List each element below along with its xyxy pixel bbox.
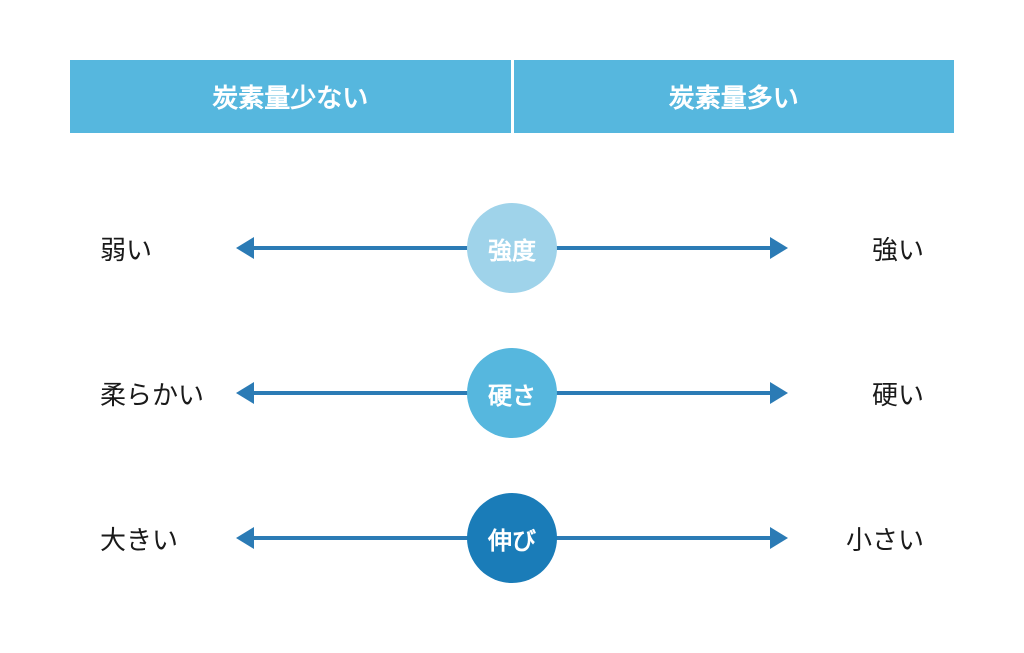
arrow-right-icon: [770, 527, 788, 549]
header-right: 炭素量多い: [514, 60, 955, 133]
left-label: 大きい: [100, 520, 240, 557]
property-badge-hardness: 硬さ: [467, 348, 557, 438]
arrow-right-line: [552, 391, 770, 395]
arrow-left-line: [254, 391, 472, 395]
right-label: 硬い: [784, 375, 924, 412]
property-row-hardness: 柔らかい 硬さ 硬い: [100, 348, 924, 438]
property-rows: 弱い 強度 強い 柔らかい 硬さ 硬い 大きい: [70, 203, 954, 583]
arrow-left-icon: [236, 382, 254, 404]
arrow-right-icon: [770, 382, 788, 404]
arrow-right-icon: [770, 237, 788, 259]
diagram-container: 炭素量少ない 炭素量多い 弱い 強度 強い 柔らかい 硬さ 硬い: [0, 0, 1024, 583]
property-badge-strength: 強度: [467, 203, 557, 293]
arrow-right-line: [552, 536, 770, 540]
arrow-left-icon: [236, 527, 254, 549]
arrow-left-icon: [236, 237, 254, 259]
right-label: 強い: [784, 230, 924, 267]
arrow-zone: 強度: [240, 203, 784, 293]
arrow-zone: 硬さ: [240, 348, 784, 438]
property-row-elongation: 大きい 伸び 小さい: [100, 493, 924, 583]
header-row: 炭素量少ない 炭素量多い: [70, 60, 954, 133]
property-row-strength: 弱い 強度 強い: [100, 203, 924, 293]
arrow-right-line: [552, 246, 770, 250]
arrow-left-line: [254, 246, 472, 250]
property-badge-elongation: 伸び: [467, 493, 557, 583]
left-label: 弱い: [100, 230, 240, 267]
arrow-left-line: [254, 536, 472, 540]
right-label: 小さい: [784, 520, 924, 557]
header-left: 炭素量少ない: [70, 60, 511, 133]
left-label: 柔らかい: [100, 375, 240, 412]
arrow-zone: 伸び: [240, 493, 784, 583]
